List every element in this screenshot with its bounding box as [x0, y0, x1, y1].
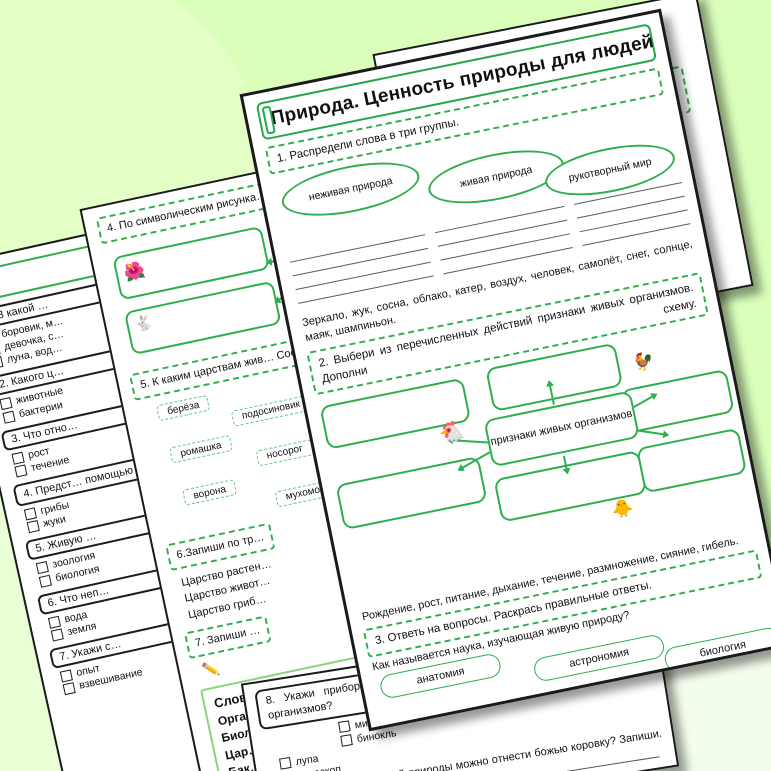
checkbox-icon[interactable]	[14, 464, 28, 478]
checkbox-icon[interactable]	[11, 451, 25, 465]
checkbox-icon[interactable]	[340, 734, 353, 747]
checkbox-icon[interactable]	[38, 574, 52, 588]
checkbox-icon[interactable]	[47, 615, 61, 629]
answer-pill[interactable]: биология	[662, 626, 771, 674]
checkbox-icon[interactable]	[0, 356, 4, 370]
scheme-arrow	[638, 429, 669, 436]
checkbox-icon[interactable]	[2, 410, 16, 424]
checkbox-icon[interactable]	[35, 561, 50, 575]
hen-walking-icon: 🐓	[631, 350, 656, 374]
checkbox-icon[interactable]	[338, 720, 351, 734]
option-label: лупа	[294, 752, 320, 768]
scheme-box[interactable]	[636, 427, 748, 494]
pencil-icon: ✏️	[200, 659, 221, 679]
rooster-icon: 🐥	[610, 497, 635, 521]
checkbox-icon[interactable]	[279, 757, 292, 770]
flower-icon: 🌺	[121, 260, 147, 284]
checkbox-icon[interactable]	[0, 397, 13, 411]
answer-pill[interactable]: государства	[676, 703, 771, 732]
checkbox-icon[interactable]	[26, 520, 40, 534]
rabbit-icon: 🐇	[133, 313, 155, 334]
checkbox-icon[interactable]	[62, 682, 76, 696]
hen-icon: 🐔	[437, 419, 467, 447]
checkbox-icon[interactable]	[23, 507, 38, 521]
checkbox-icon[interactable]	[59, 669, 73, 683]
checkbox-icon[interactable]	[50, 628, 64, 642]
